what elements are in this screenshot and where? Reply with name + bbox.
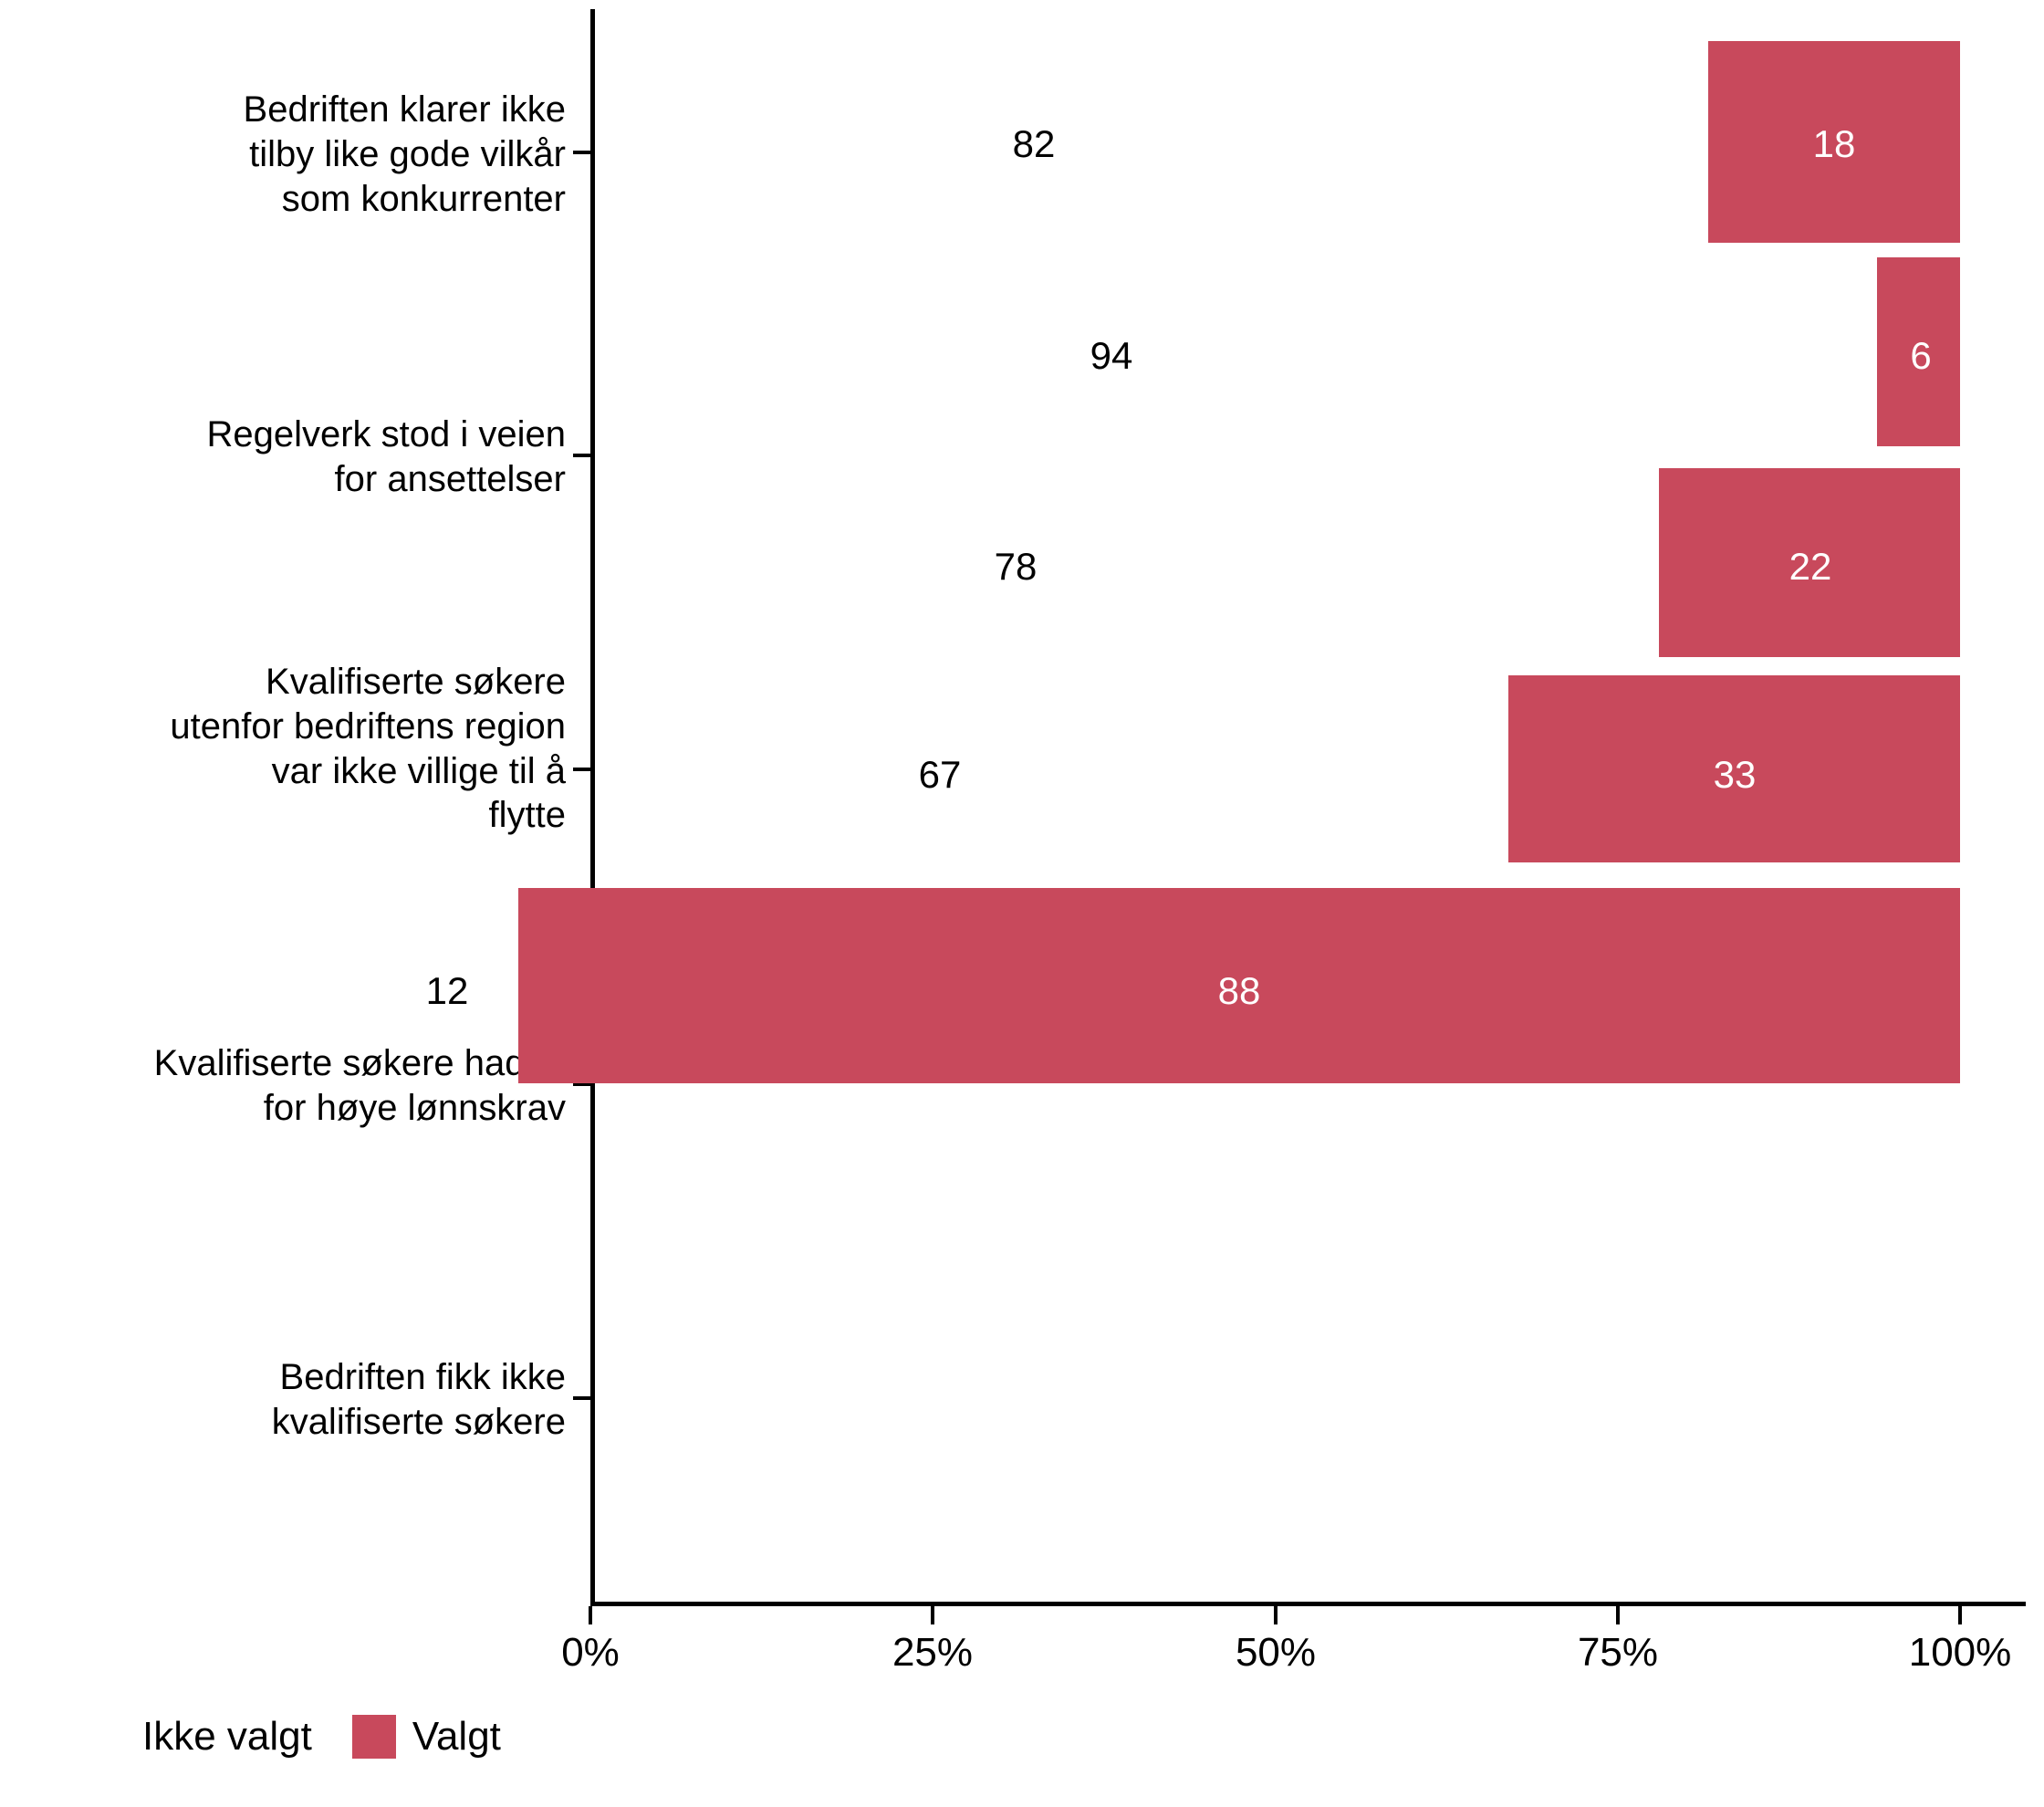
bar-valgt-1 [1877, 257, 1960, 446]
x-axis-tick-3 [1616, 1606, 1620, 1624]
bar-value-valgt-3: 33 [1713, 753, 1757, 796]
bar-value-ikke-valgt-1: 94 [1090, 334, 1133, 377]
chart-legend: Ikke valgt Valgt [82, 1714, 501, 1760]
bar-valgt-3 [1508, 675, 1960, 862]
y-axis-label-2: Kvalifiserte søkere utenfor bedriftens r… [170, 662, 566, 836]
bar-value-valgt-2: 22 [1788, 545, 1832, 588]
bar-value-ikke-valgt-0: 82 [1012, 122, 1056, 165]
bar-valgt-2 [1659, 468, 1960, 657]
x-axis-tick-4 [1958, 1606, 1962, 1624]
bar-value-valgt-0: 18 [1812, 122, 1856, 165]
x-axis-tick-0 [589, 1606, 592, 1624]
y-axis-label-4: Bedriften fikk ikke kvalifiserte søkere [271, 1357, 566, 1442]
legend-swatch-valgt-icon [351, 1715, 396, 1759]
legend-item-valgt[interactable]: Valgt [351, 1714, 501, 1760]
bar-valgt-4 [518, 888, 1960, 1083]
y-axis-line [590, 9, 595, 1602]
y-axis-tick-4 [573, 1082, 590, 1086]
y-axis-label-0: Bedriften klarer ikke tilby like gode vi… [243, 89, 566, 219]
bar-value-ikke-valgt-2: 78 [994, 545, 1038, 588]
x-axis-tick-2 [1274, 1606, 1278, 1624]
y-axis-tick-1 [573, 151, 590, 154]
y-axis-tick-3 [573, 768, 590, 771]
x-axis-label-2: 50% [1235, 1630, 1317, 1675]
y-axis-tick-5 [573, 1396, 590, 1400]
legend-label-valgt: Valgt [412, 1714, 501, 1759]
bar-value-valgt-1: 6 [1910, 334, 1932, 377]
bar-valgt-0 [1708, 41, 1960, 243]
bar-value-ikke-valgt-3: 67 [918, 753, 962, 796]
x-axis-label-1: 25% [892, 1630, 974, 1675]
x-axis-tick-1 [931, 1606, 934, 1624]
legend-label-ikke-valgt: Ikke valgt [142, 1714, 312, 1759]
x-axis-line [590, 1602, 2026, 1606]
legend-item-ikke-valgt[interactable]: Ikke valgt [82, 1714, 352, 1760]
legend-swatch-ikke-valgt-icon [82, 1715, 126, 1759]
x-axis-label-3: 75% [1577, 1630, 1659, 1675]
bar-value-valgt-4: 88 [1217, 969, 1261, 1012]
x-axis-label-4: 100% [1908, 1630, 2012, 1675]
y-axis-tick-2 [573, 454, 590, 457]
y-axis-label-1: Regelverk stod i veien for ansettelser [206, 414, 566, 499]
x-axis-label-0: 0% [561, 1630, 620, 1675]
bar-value-ikke-valgt-4: 12 [425, 969, 469, 1012]
y-axis-label-3: Kvalifiserte søkere hadde for høye lønns… [153, 1043, 566, 1128]
